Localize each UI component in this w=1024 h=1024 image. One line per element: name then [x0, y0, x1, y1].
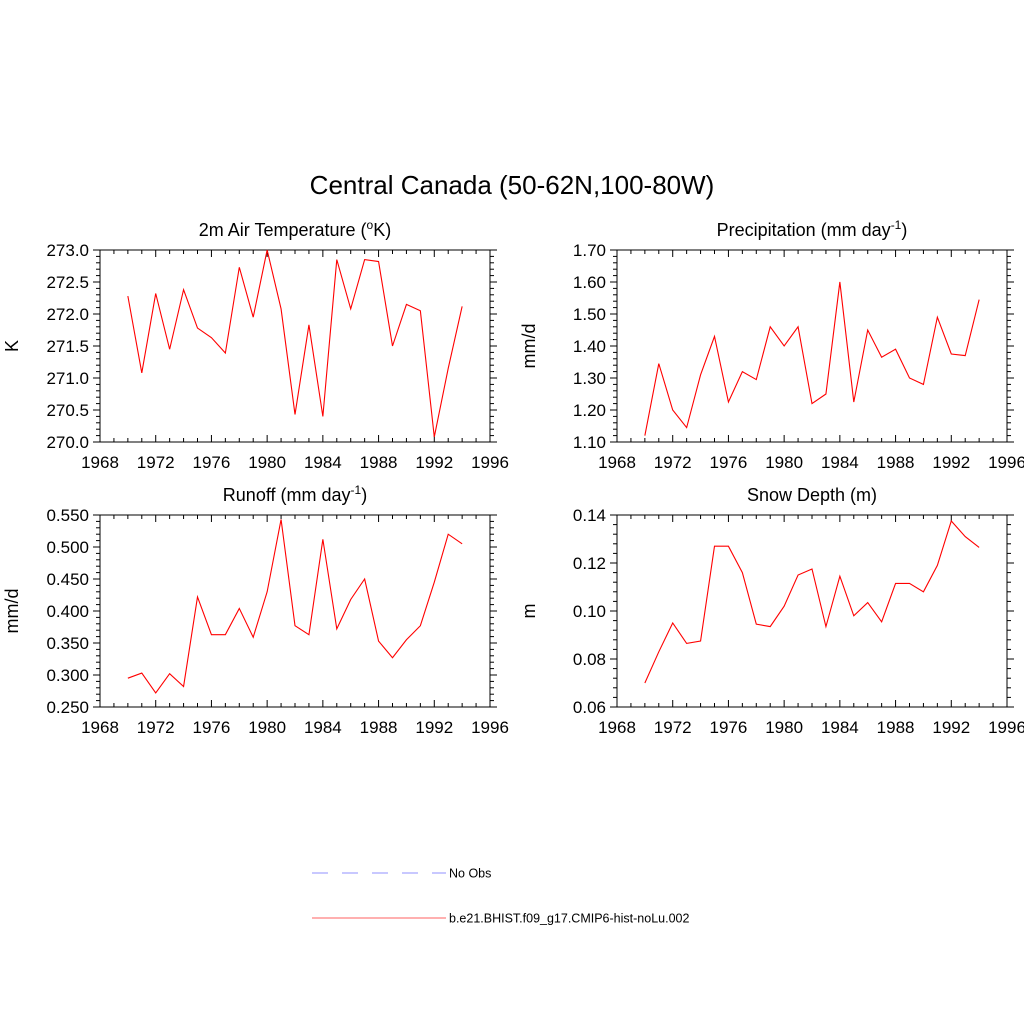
figure-title: Central Canada (50-62N,100-80W) — [310, 170, 715, 200]
y-tick-label: 273.0 — [46, 241, 89, 260]
y-tick-label: 272.5 — [46, 273, 89, 292]
y-tick-label: 0.06 — [573, 698, 606, 717]
legend: No Obs b.e21.BHIST.f09_g17.CMIP6-hist-no… — [312, 867, 689, 926]
x-tick-label: 1984 — [304, 718, 342, 737]
x-tick-label: 1996 — [988, 453, 1024, 472]
y-axis-label: mm/d — [2, 589, 22, 634]
x-tick-label: 1984 — [821, 453, 859, 472]
panel-3: 1968 1972 1976 1980 1984 1988 1992 1996 0.250 0.3… — [2, 483, 509, 737]
x-tick-label: 1992 — [932, 718, 970, 737]
y-tick-label: 0.14 — [573, 506, 606, 525]
x-tick-label: 1980 — [765, 718, 803, 737]
panel-1: 1968 1972 1976 1980 1984 1988 1992 1996 270.0 270… — [2, 218, 509, 472]
y-tick-label: 1.50 — [573, 305, 606, 324]
x-tick-label: 1992 — [415, 453, 453, 472]
panel-2: 1968 1972 1976 1980 1984 1988 1992 1996 1.10 1.20… — [519, 218, 1024, 472]
panel-title: Runoff (mm day-1) — [223, 483, 367, 505]
x-tick-label: 1988 — [360, 718, 398, 737]
plot-frame — [616, 514, 1008, 708]
y-tick-label: 0.08 — [573, 650, 606, 669]
y-axis-label: mm/d — [519, 324, 539, 369]
series-line — [127, 249, 463, 437]
x-tick-label: 1992 — [932, 453, 970, 472]
y-axis-label: K — [2, 340, 22, 352]
x-tick-label: 1968 — [598, 718, 636, 737]
y-tick-label: 272.0 — [46, 305, 89, 324]
y-tick-label: 0.10 — [573, 602, 606, 621]
y-tick-label: 1.70 — [573, 241, 606, 260]
x-tick-label: 1976 — [193, 453, 231, 472]
x-tick-label: 1984 — [821, 718, 859, 737]
y-tick-label: 1.60 — [573, 273, 606, 292]
y-tick-label: 0.12 — [573, 554, 606, 573]
panel-title: Precipitation (mm day-1) — [717, 218, 908, 240]
panel-title: 2m Air Temperature (oK) — [199, 218, 391, 240]
x-tick-label: 1972 — [654, 718, 692, 737]
plot-frame — [99, 514, 491, 708]
y-tick-label: 270.5 — [46, 401, 89, 420]
y-tick-label: 0.400 — [46, 602, 89, 621]
x-tick-label: 1984 — [304, 453, 342, 472]
y-tick-label: 0.350 — [46, 634, 89, 653]
series-line — [644, 281, 980, 436]
y-tick-label: 0.550 — [46, 506, 89, 525]
x-tick-label: 1968 — [598, 453, 636, 472]
y-tick-label: 0.250 — [46, 698, 89, 717]
y-axis-label: m — [519, 604, 539, 619]
x-tick-label: 1968 — [81, 718, 119, 737]
y-tick-label: 271.5 — [46, 337, 89, 356]
x-tick-label: 1988 — [877, 718, 915, 737]
legend-model-label: b.e21.BHIST.f09_g17.CMIP6-hist-noLu.002 — [449, 912, 689, 926]
panel-title: Snow Depth (m) — [747, 485, 877, 505]
y-tick-label: 1.40 — [573, 337, 606, 356]
x-tick-label: 1972 — [654, 453, 692, 472]
x-tick-label: 1980 — [248, 718, 286, 737]
x-tick-label: 1996 — [471, 453, 509, 472]
y-tick-label: 270.0 — [46, 433, 89, 452]
y-tick-label: 0.450 — [46, 570, 89, 589]
series-line — [644, 519, 980, 684]
panels-group: 1968 1972 1976 1980 1984 1988 1992 1996 270.0 270… — [2, 218, 1024, 737]
legend-no-obs-label: No Obs — [449, 867, 491, 881]
x-tick-label: 1976 — [193, 718, 231, 737]
y-tick-label: 0.500 — [46, 538, 89, 557]
panel-4: 1968 1972 1976 1980 1984 1988 1992 1996 0.06 0.08… — [519, 485, 1024, 737]
x-tick-label: 1968 — [81, 453, 119, 472]
y-tick-label: 1.10 — [573, 433, 606, 452]
y-tick-label: 271.0 — [46, 369, 89, 388]
y-tick-label: 1.30 — [573, 369, 606, 388]
x-tick-label: 1996 — [988, 718, 1024, 737]
x-tick-label: 1972 — [137, 718, 175, 737]
y-tick-label: 0.300 — [46, 666, 89, 685]
x-tick-label: 1996 — [471, 718, 509, 737]
x-tick-label: 1976 — [710, 453, 748, 472]
x-tick-label: 1972 — [137, 453, 175, 472]
x-tick-label: 1992 — [415, 718, 453, 737]
series-line — [127, 519, 463, 694]
x-tick-label: 1980 — [248, 453, 286, 472]
y-tick-label: 1.20 — [573, 401, 606, 420]
x-tick-label: 1988 — [877, 453, 915, 472]
x-tick-label: 1988 — [360, 453, 398, 472]
x-tick-label: 1976 — [710, 718, 748, 737]
x-tick-label: 1980 — [765, 453, 803, 472]
